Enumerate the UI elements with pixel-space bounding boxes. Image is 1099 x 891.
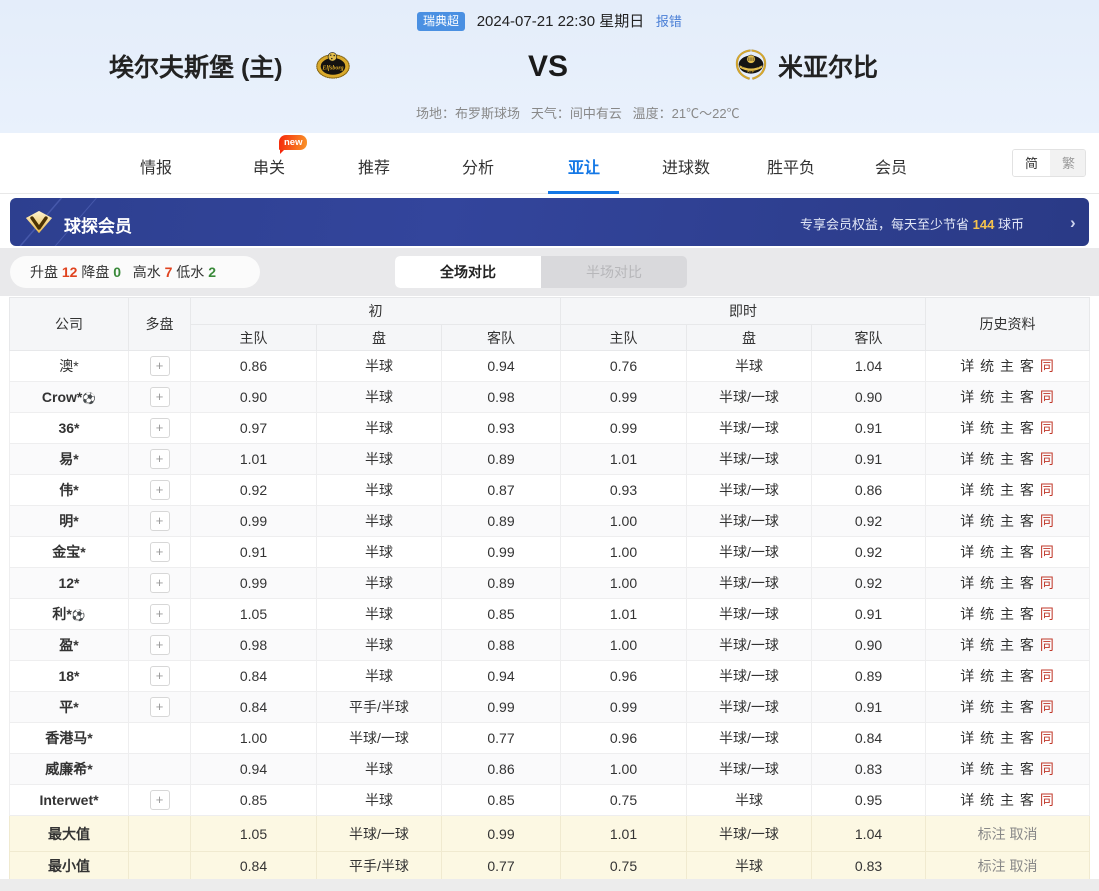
svg-text:Elfsborg: Elfsborg bbox=[321, 65, 343, 71]
svg-text:MJALLBY: MJALLBY bbox=[742, 63, 760, 68]
svg-text:AIF: AIF bbox=[747, 69, 755, 73]
